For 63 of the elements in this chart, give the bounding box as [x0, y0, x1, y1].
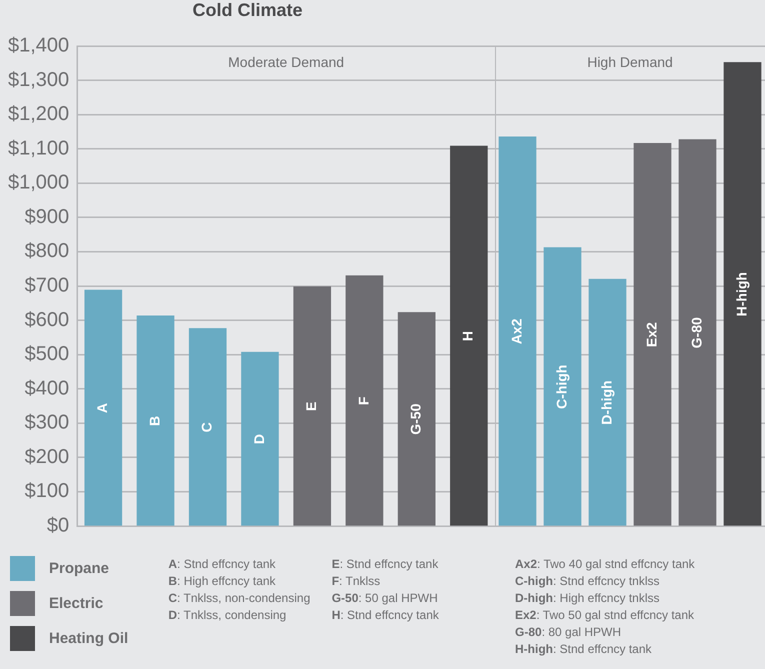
bar — [398, 312, 436, 526]
bar — [188, 328, 227, 526]
text: G-50: 50 gal HPWH — [332, 591, 438, 605]
y-tick-label: $700 — [24, 274, 70, 297]
category-label: H — [460, 330, 476, 342]
chart-title: Cold Climate — [192, 0, 302, 20]
y-tick-label: $900 — [24, 206, 70, 228]
bar — [293, 286, 332, 526]
y-tick-label: $800 — [24, 240, 70, 262]
legend-label: Heating Oil — [49, 630, 128, 647]
category-label: Ex2 — [643, 322, 660, 348]
bar — [450, 146, 488, 526]
text: Moderate Demand — [228, 54, 344, 70]
bar — [346, 275, 384, 526]
category-label: H-high — [733, 272, 750, 316]
bar — [634, 143, 672, 526]
y-tick-label: $600 — [24, 308, 70, 331]
y-tick-label: $1,200 — [8, 103, 70, 126]
category-label: G-80 — [688, 317, 704, 348]
legend-label: Electric — [49, 595, 104, 612]
category-label: D — [250, 434, 267, 444]
text: Ex2: Two 50 gal stnd effcncy tank — [515, 608, 694, 622]
bar — [241, 352, 279, 526]
text: H: Stnd effcncy tank — [332, 608, 439, 622]
y-tick-label: $200 — [24, 446, 70, 468]
category-label: B — [146, 416, 162, 426]
text: F: Tnklss — [332, 574, 380, 588]
text: B: High effcncy tank — [168, 574, 276, 588]
category-label: Ax2 — [508, 318, 524, 344]
y-tick-label: $1,300 — [8, 68, 70, 91]
bar — [84, 290, 122, 526]
text: H-high: Stnd effcncy tank — [515, 642, 652, 656]
y-tick-label: $300 — [24, 412, 70, 434]
text: C-high: Stnd effcncy tnklss — [515, 574, 660, 588]
y-tick-label: $1,400 — [8, 34, 70, 57]
category-label: F — [355, 396, 372, 406]
text: E: Stnd effcncy tank — [332, 557, 438, 571]
text: High Demand — [587, 54, 673, 70]
category-label: G-50 — [408, 404, 424, 435]
bar — [678, 139, 716, 526]
category-label: E — [303, 402, 320, 412]
y-tick-label: $0 — [46, 514, 70, 537]
bar — [498, 136, 536, 526]
y-tick-label: $400 — [24, 377, 70, 400]
bar — [588, 278, 626, 526]
text: Ax2: Two 40 gal stnd effcncy tank — [515, 557, 695, 571]
text: G-80: 80 gal HPWH — [515, 625, 622, 639]
category-label: A — [94, 402, 110, 414]
legend-label: Propane — [49, 560, 110, 577]
category-label: C-high — [553, 364, 570, 409]
y-tick-label: $500 — [24, 343, 70, 366]
text: A: Stnd effcncy tank — [168, 557, 276, 571]
bar — [544, 247, 582, 526]
text: C: Tnklss, non-condensing — [168, 591, 310, 605]
text: D: Tnklss, condensing — [168, 608, 286, 622]
y-tick-label: $100 — [24, 480, 70, 502]
category-label: D-high — [598, 380, 614, 425]
text: D-high: High effcncy tnklss — [515, 591, 660, 605]
y-tick-label: $1,000 — [8, 172, 70, 194]
category-label: C — [198, 422, 215, 432]
bar — [136, 316, 174, 526]
bar — [724, 62, 762, 526]
y-tick-label: $1,100 — [8, 137, 70, 160]
